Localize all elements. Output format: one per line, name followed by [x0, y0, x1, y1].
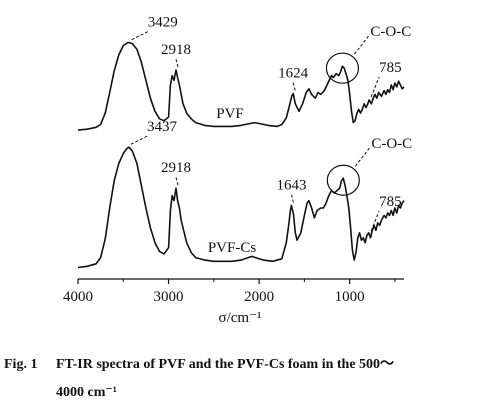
x-axis-label: σ/cm⁻¹	[219, 310, 262, 326]
x-tick-label: 2000	[244, 289, 274, 305]
annotation-label: 2918	[161, 160, 191, 176]
annotation-leader	[175, 177, 179, 186]
annotation-label: 3437	[147, 119, 178, 135]
annotations: 3429 2918 1624 C-O-C 785 PVF 3437 2918 1643 C-O-C…	[130, 15, 412, 256]
series-line-1	[77, 146, 405, 269]
annotation-label: 1643	[276, 178, 306, 194]
series-label: PVF-Cs	[208, 240, 257, 256]
x-tick-label: 1000	[335, 289, 365, 305]
annotation-leader	[370, 210, 380, 232]
annotation-label: 1624	[278, 65, 309, 81]
x-tick-label: 3000	[154, 289, 184, 305]
caption-line-2: 4000 cm⁻¹	[56, 385, 117, 400]
caption-line-1: FT-IR spectra of PVF and the PVF-Cs foam…	[56, 357, 394, 372]
annotation-label: 3429	[148, 15, 178, 31]
annotation-label: C-O-C	[370, 24, 411, 40]
annotation-leader	[354, 147, 370, 167]
annotation-label: 785	[379, 194, 402, 210]
annotation-label: 2918	[161, 42, 191, 58]
annotation-circle	[325, 52, 360, 84]
annotation-leader	[292, 82, 296, 91]
figure-caption: Fig. 1 FT-IR spectra of PVF and the PVF-…	[4, 357, 394, 400]
x-ticks: 4000 3000 2000 1000	[63, 279, 396, 305]
annotation-leader	[131, 31, 148, 41]
annotation-label: C-O-C	[371, 136, 412, 152]
x-tick-label: 4000	[63, 289, 93, 305]
series-line-0	[77, 41, 405, 131]
annotation-leader	[290, 194, 294, 203]
annotation-label: 785	[379, 60, 402, 76]
annotation-leader	[370, 76, 380, 98]
annotation-leader	[354, 35, 369, 55]
plot-area	[77, 41, 405, 269]
caption-prefix: Fig. 1	[4, 357, 37, 372]
annotation-leader	[175, 58, 179, 68]
annotation-leader	[130, 135, 148, 145]
series-label: PVF	[216, 106, 244, 122]
annotation-circle	[326, 164, 360, 196]
